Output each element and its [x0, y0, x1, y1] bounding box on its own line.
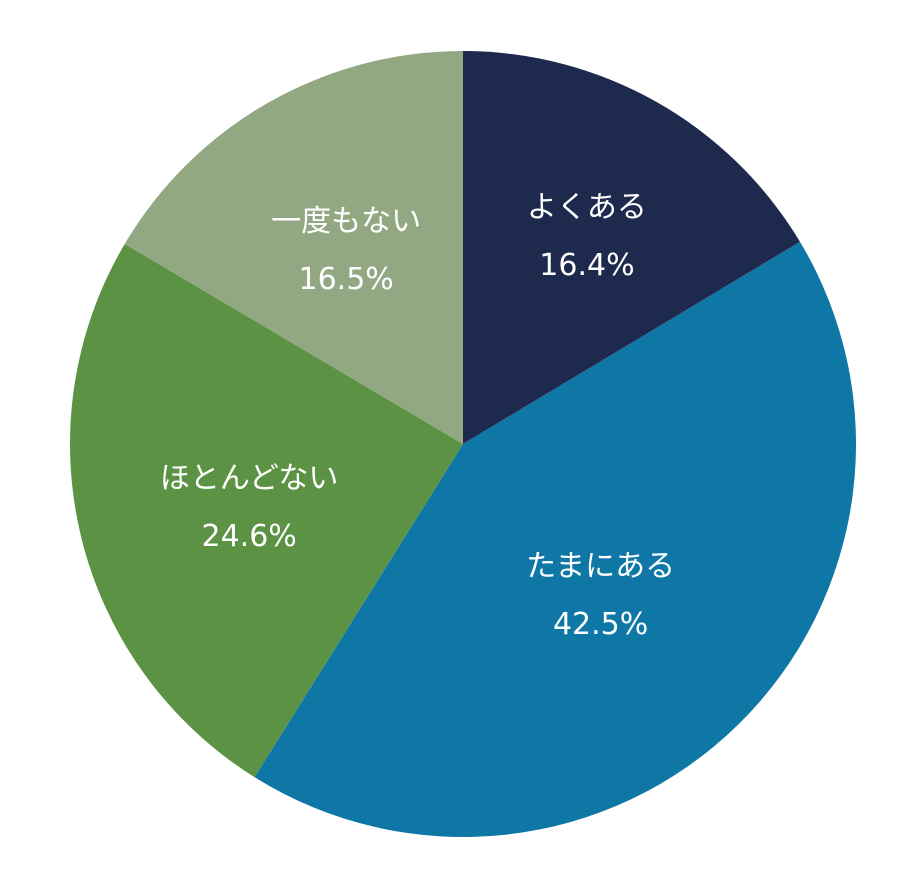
slice-label: 一度もない [271, 204, 421, 239]
slice-label: たまにある [526, 549, 675, 584]
slice-label: よくある [527, 190, 647, 225]
slice-value-label: 42.5% [553, 607, 648, 642]
pie-slice [69, 243, 464, 778]
pie-slice [124, 51, 463, 444]
slice-label: ほとんどない [160, 461, 339, 496]
pie-slice [463, 51, 801, 444]
pie-slice [254, 241, 857, 838]
slice-value-label: 24.6% [202, 519, 297, 554]
slice-value-label: 16.4% [539, 248, 634, 283]
slice-value-label: 16.5% [299, 262, 394, 297]
